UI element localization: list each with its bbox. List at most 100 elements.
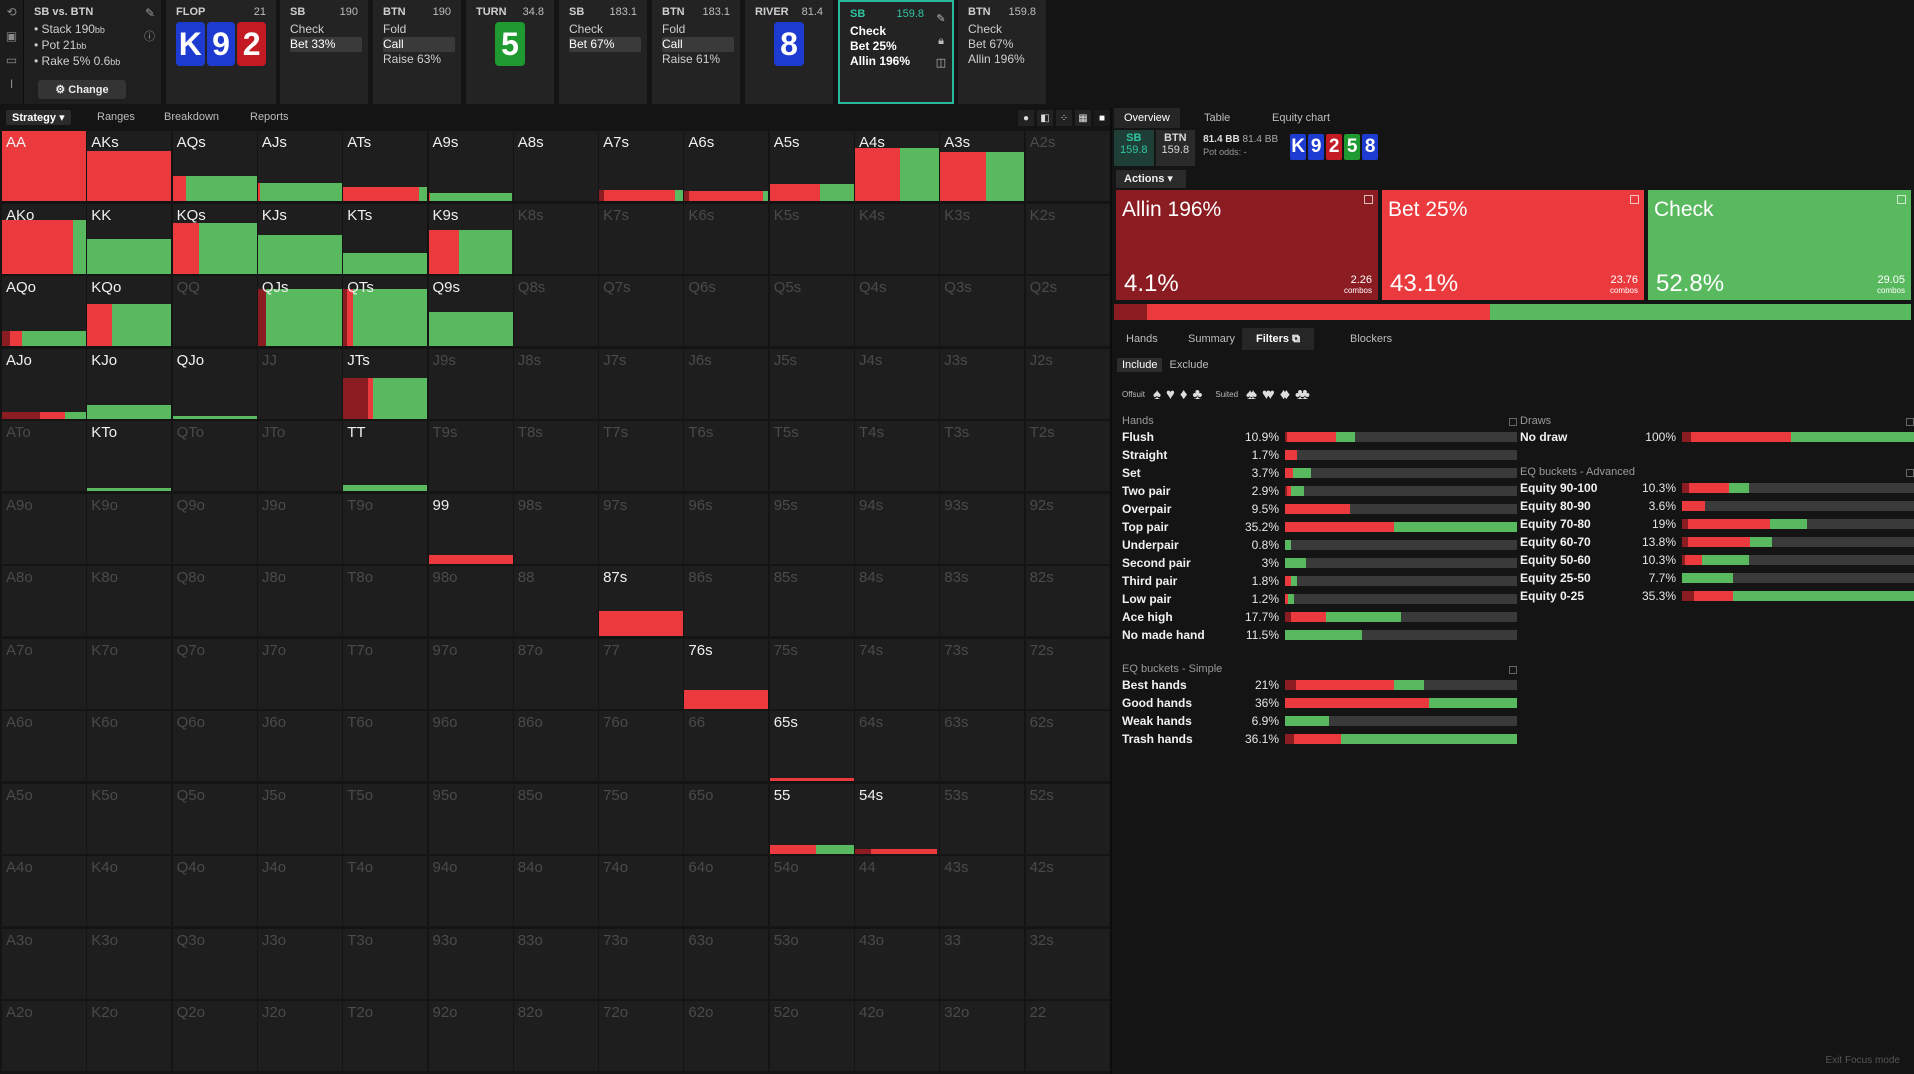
hand-cell[interactable]: A8s	[513, 131, 598, 201]
node-btn2[interactable]: BTN 183.1 Fold Call Raise 61%	[652, 0, 740, 104]
hand-cell[interactable]: T7s	[599, 421, 684, 491]
hand-cell[interactable]: 86o	[513, 711, 598, 781]
node-sb1[interactable]: SB 190 Check Bet 33%	[280, 0, 368, 104]
node-btn1[interactable]: BTN 190 Fold Call Raise 63%	[373, 0, 461, 104]
hand-cell[interactable]: 76s	[684, 638, 769, 709]
hand-cell[interactable]: K3o	[87, 928, 172, 999]
hand-cell[interactable]: A3o	[2, 928, 86, 999]
hand-cell[interactable]: K4o	[87, 856, 172, 926]
hand-cell[interactable]: 43o	[855, 928, 939, 999]
text-cursor-icon[interactable]: I	[9, 77, 14, 91]
change-button[interactable]: ⚙ Change	[38, 80, 126, 99]
hand-cell[interactable]: 33	[940, 928, 1025, 999]
hand-cell[interactable]: 63s	[940, 711, 1025, 781]
hand-cell[interactable]: J9s	[428, 348, 513, 419]
hand-cell[interactable]: J2s	[1025, 348, 1110, 419]
hand-cell[interactable]: Q5o	[172, 783, 257, 854]
hand-cell[interactable]: K7s	[599, 203, 684, 274]
hand-cell[interactable]: 96s	[684, 493, 769, 564]
circle-view-icon[interactable]: ●	[1018, 110, 1034, 126]
section-toggle-icon[interactable]	[1509, 418, 1517, 426]
hand-cell[interactable]: J5o	[257, 783, 342, 854]
action-option[interactable]: Bet 33%	[290, 37, 362, 52]
hand-cell[interactable]: 87s	[599, 566, 684, 636]
stat-row[interactable]: Flush 10.9%	[1122, 430, 1517, 444]
split-view-icon[interactable]: ◧	[1037, 110, 1053, 126]
expand-icon[interactable]	[1630, 195, 1639, 204]
hand-cell[interactable]: T7o	[343, 638, 428, 709]
action-option[interactable]: Check	[290, 22, 325, 36]
hand-cell[interactable]: 66	[684, 711, 769, 781]
hand-cell[interactable]: 94o	[428, 856, 513, 926]
hand-cell[interactable]: AQo	[2, 276, 86, 346]
hand-cell[interactable]: 54s	[855, 783, 939, 854]
offsuit-♥-icon[interactable]: ♥	[1165, 386, 1175, 403]
hand-cell[interactable]: QQ	[172, 276, 257, 346]
hand-cell[interactable]: T9s	[428, 421, 513, 491]
hand-cell[interactable]: 98s	[513, 493, 598, 564]
node-sb2[interactable]: SB 183.1 Check Bet 67%	[559, 0, 647, 104]
stat-row[interactable]: Two pair 2.9%	[1122, 484, 1517, 498]
stat-row[interactable]: Trash hands 36.1%	[1122, 732, 1517, 746]
tab-blockers[interactable]: Blockers	[1350, 333, 1393, 345]
hand-cell[interactable]: J3o	[257, 928, 342, 999]
hand-cell[interactable]: A8o	[2, 566, 86, 636]
hand-cell[interactable]: 73o	[599, 928, 684, 999]
hand-cell[interactable]: JJ	[257, 348, 342, 419]
hand-cell[interactable]: 52o	[769, 1001, 854, 1071]
tab-ranges[interactable]: Ranges	[97, 111, 135, 123]
stat-row[interactable]: Second pair 3%	[1122, 556, 1517, 570]
tab-equity-chart[interactable]: Equity chart	[1272, 112, 1331, 124]
info-icon[interactable]: ⓘ	[144, 31, 155, 43]
hand-cell[interactable]: A5o	[2, 783, 86, 854]
suited-♥♥-icon[interactable]: ♥♥	[1261, 386, 1275, 403]
hand-cell[interactable]: 75o	[599, 783, 684, 854]
hand-cell[interactable]: 64o	[684, 856, 769, 926]
offsuit-♦-icon[interactable]: ♦	[1179, 386, 1188, 403]
node-sb3[interactable]: SB 159.8 Check Bet 25% Allin 196% ✎ 🔒︎ ◫	[838, 0, 954, 104]
hand-cell[interactable]: K5o	[87, 783, 172, 854]
node-river[interactable]: RIVER 81.4 8	[745, 0, 833, 104]
stat-row[interactable]: Good hands 36%	[1122, 696, 1517, 710]
hand-cell[interactable]: 75s	[769, 638, 854, 709]
hand-cell[interactable]: K9s	[428, 203, 513, 274]
hand-cell[interactable]: QJs	[257, 276, 342, 346]
hand-cell[interactable]: K8s	[513, 203, 598, 274]
hand-cell[interactable]: K8o	[87, 566, 172, 636]
hand-cell[interactable]: 74s	[855, 638, 939, 709]
hand-cell[interactable]: J4s	[855, 348, 939, 419]
hand-cell[interactable]: 96o	[428, 711, 513, 781]
hand-cell[interactable]: K2s	[1025, 203, 1110, 274]
hand-cell[interactable]: Q4o	[172, 856, 257, 926]
action-option[interactable]: Bet 67%	[968, 37, 1014, 51]
hand-cell[interactable]: Q6o	[172, 711, 257, 781]
tab-hands[interactable]: Hands	[1126, 333, 1158, 345]
hand-cell[interactable]: Q3o	[172, 928, 257, 999]
hand-cell[interactable]: J3s	[940, 348, 1025, 419]
tab-overview[interactable]: Overview	[1114, 108, 1180, 128]
tab-reports[interactable]: Reports	[250, 111, 289, 123]
action-option[interactable]: Check	[569, 22, 604, 36]
hand-cell[interactable]: 64s	[855, 711, 939, 781]
tab-breakdown[interactable]: Breakdown	[164, 111, 220, 123]
action-option[interactable]: Bet 25%	[850, 39, 897, 53]
action-option[interactable]: Fold	[383, 22, 407, 36]
hand-cell[interactable]: 97o	[428, 638, 513, 709]
hand-cell[interactable]: A4o	[2, 856, 86, 926]
stat-row[interactable]: Straight 1.7%	[1122, 448, 1517, 462]
compare-icon[interactable]: ◫	[935, 57, 947, 69]
hand-cell[interactable]: JTo	[257, 421, 342, 491]
hand-cell[interactable]: AQs	[172, 131, 257, 201]
hand-cell[interactable]: T2s	[1025, 421, 1110, 491]
hand-cell[interactable]: A9s	[428, 131, 513, 201]
tab-filters[interactable]: Filters ⧉	[1242, 328, 1314, 350]
stat-row[interactable]: Set 3.7%	[1122, 466, 1517, 480]
hand-cell[interactable]: J6o	[257, 711, 342, 781]
section-toggle-icon[interactable]	[1509, 666, 1517, 674]
action-option[interactable]: Raise 63%	[383, 52, 442, 66]
gamepad-icon[interactable]: ▭	[5, 53, 18, 67]
hand-cell[interactable]: 98o	[428, 566, 513, 636]
hand-cell[interactable]: A6o	[2, 711, 86, 781]
offsuit-♣-icon[interactable]: ♣	[1192, 386, 1203, 403]
hand-cell[interactable]: 42s	[1025, 856, 1110, 926]
